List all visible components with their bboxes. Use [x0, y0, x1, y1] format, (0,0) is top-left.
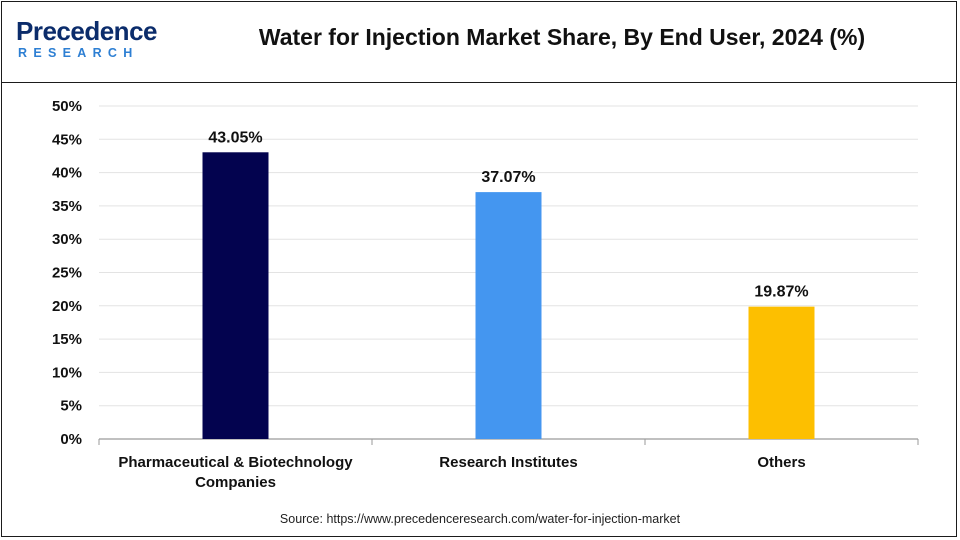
- y-tick-label: 10%: [52, 364, 82, 381]
- category-label: Others: [757, 454, 805, 471]
- logo-main-text: Precedence: [16, 16, 157, 46]
- y-tick-label: 20%: [52, 298, 82, 315]
- data-label: 43.05%: [208, 129, 262, 146]
- y-tick-label: 25%: [52, 265, 82, 282]
- category-label: Pharmaceutical & Biotechnology Companies: [118, 454, 353, 491]
- source-note: Source: https://www.precedenceresearch.c…: [279, 512, 681, 526]
- y-tick-label: 40%: [52, 165, 82, 182]
- brand-logo: Precedence RESEARCH: [16, 16, 166, 66]
- y-tick-label: 45%: [52, 131, 82, 148]
- bar: [748, 306, 815, 439]
- bar: [475, 192, 542, 439]
- category-label: Research Institutes: [439, 454, 577, 471]
- logo-sub-text: RESEARCH: [18, 46, 139, 60]
- y-tick-label: 35%: [52, 198, 82, 215]
- y-tick-label: 50%: [52, 98, 82, 115]
- y-tick-label: 5%: [60, 398, 82, 415]
- data-label: 37.07%: [481, 169, 535, 186]
- y-tick-label: 0%: [60, 431, 82, 448]
- header: Precedence RESEARCH Water for Injection …: [2, 2, 956, 83]
- bar: [202, 152, 269, 440]
- data-label: 19.87%: [754, 284, 808, 301]
- chart-title: Water for Injection Market Share, By End…: [258, 24, 866, 50]
- y-tick-label: 30%: [52, 231, 82, 248]
- y-tick-label: 15%: [52, 331, 82, 348]
